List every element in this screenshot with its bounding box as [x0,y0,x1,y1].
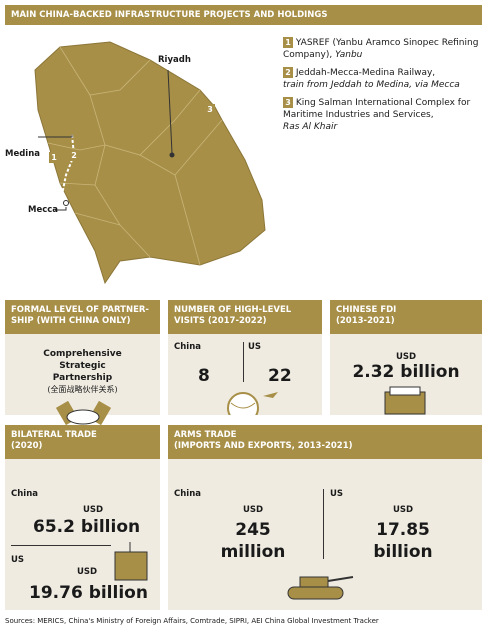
panel-title: VISITS (2017-2022) [174,316,267,326]
legend-item: 3 King Salman International Complex for … [283,97,483,133]
leader [55,207,67,211]
legend-location: Ras Al Khair [283,122,338,132]
unit: USD [392,505,414,515]
panel-header: CHINESE FDI (2013-2021) [330,300,482,334]
money-icon [384,386,426,415]
header: MAIN CHINA-BACKED INFRASTRUCTURE PROJECT… [5,5,482,25]
trade-us: 19.76 billion [29,583,148,603]
legend-text: YASREF (Yanbu Aramco Sinopec Refining Co… [283,38,479,60]
arms-china: 245 million [208,519,298,563]
legend-item: 2 Jeddah-Mecca-Medina Railway, train from… [283,67,483,91]
legend-number: 2 [283,67,293,78]
map-marker: 1 [49,152,59,163]
country-shape [34,41,266,285]
legend-number: 3 [283,97,293,108]
panel-title: SHIP (WITH CHINA ONLY) [11,316,131,326]
divider [243,342,244,382]
panel: NUMBER OF HIGH-LEVEL VISITS (2017-2022) C… [168,300,322,415]
globe-icon [227,392,278,415]
panel-title: (IMPORTS AND EXPORTS, 2013-2021) [174,441,353,451]
panel: ARMS TRADE (IMPORTS AND EXPORTS, 2013-202… [168,425,482,610]
divider [323,489,324,559]
amount: 245 [235,520,271,540]
panel: BILATERAL TRADE (2020) China USD 65.2 bil… [5,425,160,610]
unit: USD [395,352,417,362]
panel-title: NUMBER OF HIGH-LEVEL [174,305,292,315]
panel: FORMAL LEVEL OF PARTNER- SHIP (WITH CHINA… [5,300,160,426]
handshake-icon [55,400,112,426]
city-label: Riyadh [158,55,191,65]
region-borders [47,46,223,266]
visits-us: 22 [268,366,292,386]
leader [38,135,73,138]
panel-title: BILATERAL TRADE [11,430,97,440]
leader [167,69,173,154]
legend-item: 1 YASREF (Yanbu Aramco Sinopec Refining … [283,37,483,61]
divider [11,545,111,546]
trade-china: 65.2 billion [33,517,141,537]
city-dot [63,200,69,206]
legend-location: train from Jeddah to Medina, via Mecca [283,80,460,90]
panel-header: NUMBER OF HIGH-LEVEL VISITS (2017-2022) [168,300,322,334]
country-label: US [330,489,344,499]
visits-china: 8 [198,366,210,386]
sources: Sources: MERICS, China's Ministry of For… [5,617,379,625]
map-marker: 2 [69,150,79,161]
panel-title: CHINESE FDI [336,305,397,315]
amount-unit: billion [373,542,433,562]
country-label: China [174,489,201,499]
country-label: China [11,489,38,499]
legend-number: 1 [283,37,293,48]
legend-text: Jeddah-Mecca-Medina Railway, [295,68,436,78]
partnership-text: Comprehensive Strategic Partnership [43,349,122,383]
unit: USD [242,505,264,515]
panel-title: ARMS TRADE [174,430,237,440]
country-label: US [248,342,262,352]
unit: USD [83,505,104,515]
country-label: China [174,342,201,352]
panel-header: BILATERAL TRADE (2020) [5,425,160,459]
legend-location: Yanbu [335,50,363,60]
legend-text: King Salman International Complex for Ma… [283,98,471,120]
amount: 17.85 [376,520,430,540]
panel-title: (2013-2021) [336,316,395,326]
city-dot [169,152,175,158]
tank-icon [287,576,354,600]
panel-header: FORMAL LEVEL OF PARTNER- SHIP (WITH CHINA… [5,300,160,334]
container-icon [114,542,148,581]
panel-title: FORMAL LEVEL OF PARTNER- [11,305,149,315]
fdi-amount: 2.32 billion [352,362,460,382]
partnership-chinese: (全面战略伙伴关系) [47,385,118,394]
unit: USD [77,567,98,577]
country-label: US [11,555,25,565]
map [34,41,266,285]
header-title: MAIN CHINA-BACKED INFRASTRUCTURE PROJECT… [11,10,328,20]
panel-header: ARMS TRADE (IMPORTS AND EXPORTS, 2013-202… [168,425,482,459]
railway [60,134,76,206]
map-marker: 3 [205,104,215,115]
city-label: Mecca [28,205,59,215]
panel-title: (2020) [11,441,43,451]
amount-unit: million [220,542,286,562]
arms-us: 17.85 billion [358,519,448,563]
city-label: Medina [5,149,41,159]
panel: CHINESE FDI (2013-2021) USD 2.32 billion [330,300,482,415]
